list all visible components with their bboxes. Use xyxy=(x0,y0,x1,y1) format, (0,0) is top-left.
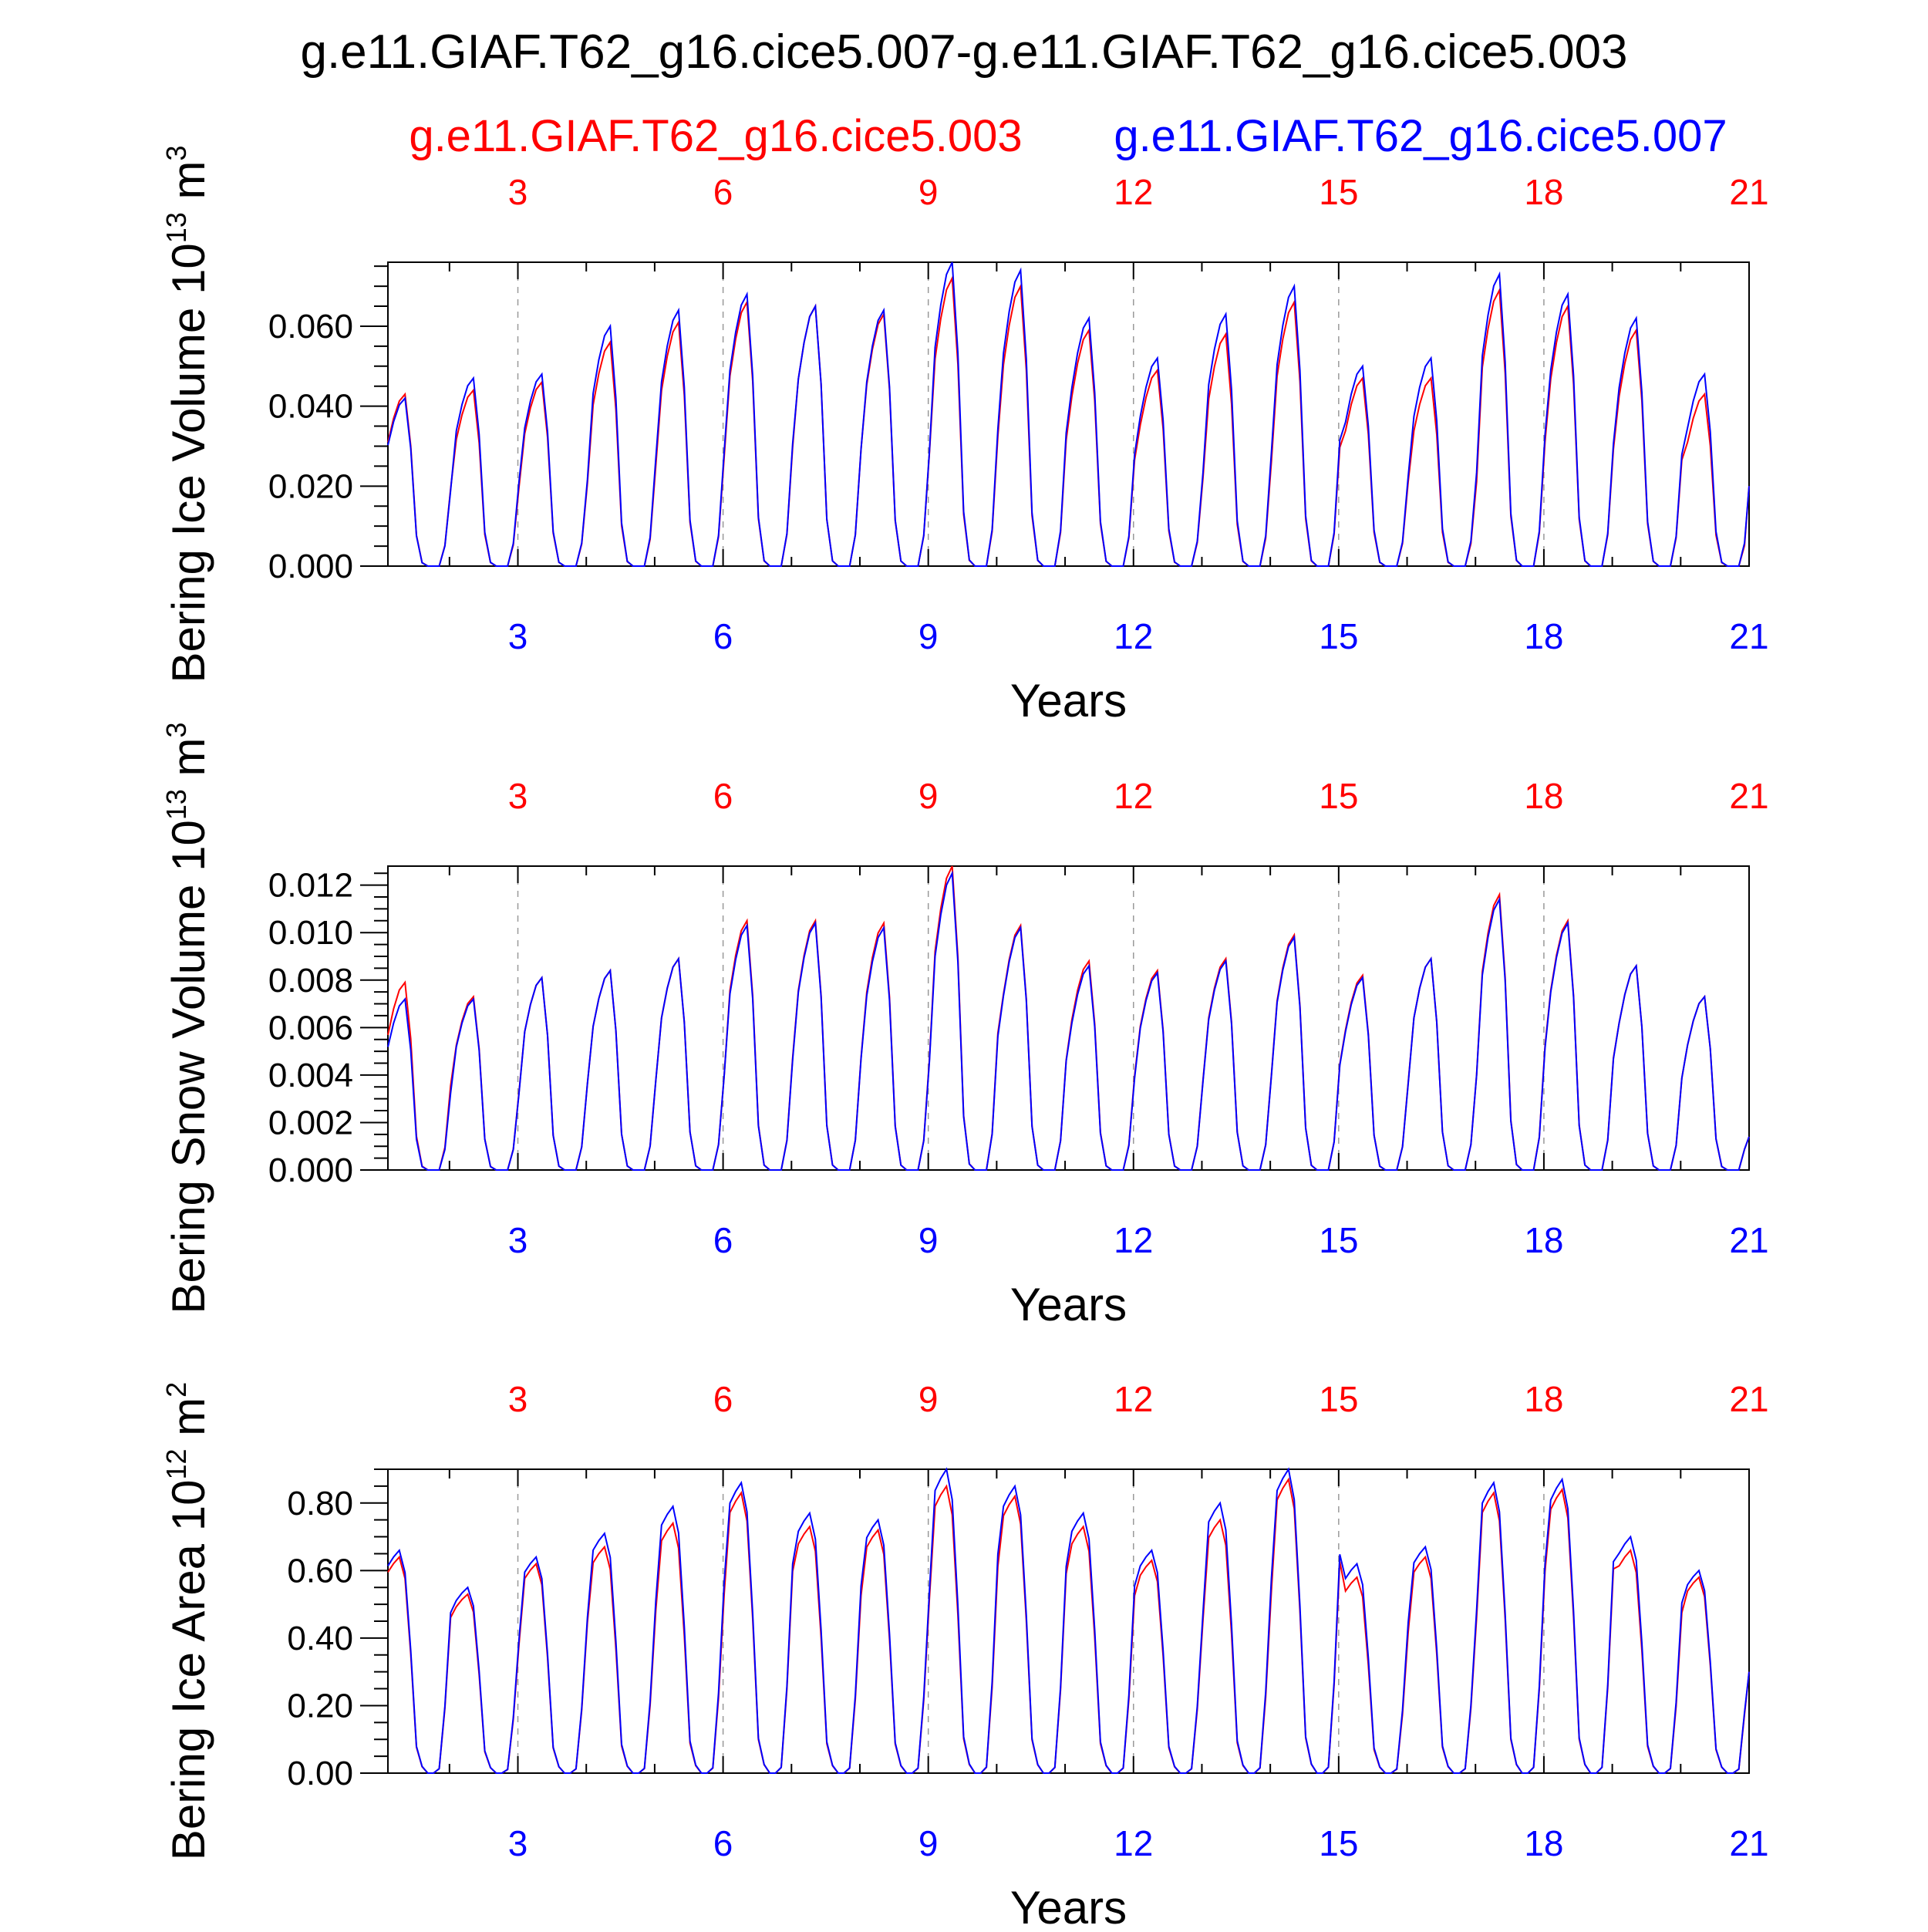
x-tick-label-top: 15 xyxy=(1319,172,1358,212)
x-tick-label-top: 6 xyxy=(713,1379,733,1419)
x-tick-label-bottom: 6 xyxy=(713,1220,733,1260)
x-tick-label-top: 3 xyxy=(508,1379,528,1419)
series-line-red xyxy=(387,1477,1750,1774)
y-tick-label: 0.000 xyxy=(268,1151,353,1189)
y-tick-label: 0.80 xyxy=(287,1485,353,1522)
x-tick-label-bottom: 9 xyxy=(918,616,939,656)
legend-blue-label: g.e11.GIAF.T62_g16.cice5.007 xyxy=(1114,111,1727,161)
x-tick-label-bottom: 3 xyxy=(508,1823,528,1863)
x-axis-label: Years xyxy=(1010,1882,1127,1928)
x-tick-label-bottom: 6 xyxy=(713,616,733,656)
y-tick-label: 0.010 xyxy=(268,914,353,952)
x-tick-label-bottom: 3 xyxy=(508,616,528,656)
y-tick-label: 0.004 xyxy=(268,1057,353,1094)
y-tick-label: 0.006 xyxy=(268,1009,353,1047)
series-line-red xyxy=(387,865,1750,1171)
x-tick-label-bottom: 9 xyxy=(918,1220,939,1260)
x-tick-label-top: 9 xyxy=(918,1379,939,1419)
x-tick-label-bottom: 15 xyxy=(1319,1220,1358,1260)
y-axis-label: Bering Ice Volume 1013 m3 xyxy=(160,145,214,683)
figure-title: g.e11.GIAF.T62_g16.cice5.007-g.e11.GIAF.… xyxy=(300,25,1627,79)
y-axis-label: Bering Ice Area 1012 m2 xyxy=(160,1382,214,1860)
x-tick-label-top: 6 xyxy=(713,776,733,816)
y-tick-label: 0.40 xyxy=(287,1620,353,1657)
x-tick-label-top: 18 xyxy=(1524,1379,1563,1419)
panels: 3 3 6 6 9 9 12 12 15 15 18 18 21 21 Years 0.000 0.020 0.0… xyxy=(160,145,1769,1932)
series-line-blue xyxy=(387,1467,1750,1774)
x-tick-label-bottom: 12 xyxy=(1114,616,1153,656)
x-tick-label-top: 12 xyxy=(1114,776,1153,816)
y-tick-label: 0.060 xyxy=(268,308,353,346)
x-tick-label-top: 15 xyxy=(1319,1379,1358,1419)
y-tick-label: 0.020 xyxy=(268,467,353,505)
plot-frame xyxy=(387,261,1750,567)
series-line-blue xyxy=(387,261,1750,567)
x-tick-label-bottom: 3 xyxy=(508,1220,528,1260)
x-tick-label-bottom: 9 xyxy=(918,1823,939,1863)
x-tick-label-top: 12 xyxy=(1114,172,1153,212)
x-axis-label: Years xyxy=(1010,1279,1127,1330)
x-tick-label-top: 18 xyxy=(1524,172,1563,212)
x-tick-label-bottom: 18 xyxy=(1524,1823,1563,1863)
x-tick-label-bottom: 15 xyxy=(1319,1823,1358,1863)
x-tick-label-top: 15 xyxy=(1319,776,1358,816)
y-tick-label: 0.008 xyxy=(268,962,353,1000)
x-tick-label-bottom: 6 xyxy=(713,1823,733,1863)
x-tick-label-bottom: 12 xyxy=(1114,1220,1153,1260)
x-tick-label-bottom: 15 xyxy=(1319,616,1358,656)
x-tick-label-bottom: 21 xyxy=(1729,616,1768,656)
panel-1: 3 3 6 6 9 9 12 12 15 15 18 18 21 21 Years 0.000 0.020 0.0… xyxy=(160,145,1769,727)
panel-3: 3 3 6 6 9 9 12 12 15 15 18 18 21 21 Years 0.00 0.20 0.40 0… xyxy=(160,1379,1769,1932)
x-tick-label-top: 3 xyxy=(508,776,528,816)
y-tick-label: 0.002 xyxy=(268,1104,353,1141)
series-line-red xyxy=(387,275,1750,567)
x-tick-label-top: 21 xyxy=(1729,776,1768,816)
y-tick-label: 0.20 xyxy=(287,1687,353,1725)
x-tick-label-top: 12 xyxy=(1114,1379,1153,1419)
y-tick-label: 0.000 xyxy=(268,548,353,585)
y-tick-label: 0.040 xyxy=(268,388,353,426)
x-tick-label-bottom: 18 xyxy=(1524,1220,1563,1260)
x-tick-label-bottom: 18 xyxy=(1524,616,1563,656)
x-tick-label-top: 21 xyxy=(1729,172,1768,212)
y-tick-label: 0.012 xyxy=(268,867,353,905)
y-axis-label: Bering Snow Volume 1013 m3 xyxy=(160,722,214,1313)
x-tick-label-bottom: 12 xyxy=(1114,1823,1153,1863)
x-tick-label-top: 9 xyxy=(918,776,939,816)
x-tick-label-bottom: 21 xyxy=(1729,1823,1768,1863)
x-tick-label-top: 21 xyxy=(1729,1379,1768,1419)
y-tick-label: 0.00 xyxy=(287,1755,353,1792)
x-tick-label-top: 3 xyxy=(508,172,528,212)
x-tick-label-top: 9 xyxy=(918,172,939,212)
x-tick-label-top: 18 xyxy=(1524,776,1563,816)
plot-frame xyxy=(387,865,1750,1171)
x-tick-label-bottom: 21 xyxy=(1729,1220,1768,1260)
x-axis-label: Years xyxy=(1010,675,1127,727)
legend-red-label: g.e11.GIAF.T62_g16.cice5.003 xyxy=(409,111,1022,161)
x-tick-label-top: 6 xyxy=(713,172,733,212)
y-tick-label: 0.60 xyxy=(287,1552,353,1590)
series-line-blue xyxy=(387,870,1750,1171)
plot-frame xyxy=(387,1468,1750,1774)
panel-2: 3 3 6 6 9 9 12 12 15 15 18 18 21 21 Years 0.000 0.002 0.0… xyxy=(160,722,1769,1330)
